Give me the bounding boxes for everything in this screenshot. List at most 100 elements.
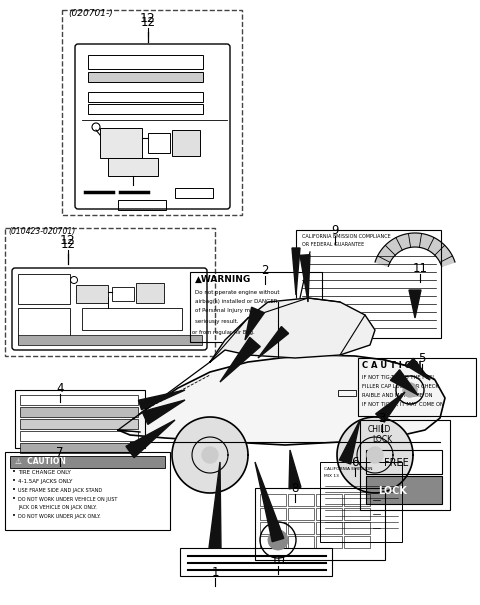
Polygon shape bbox=[142, 400, 185, 424]
Text: C A U T I O N: C A U T I O N bbox=[362, 361, 421, 370]
Bar bbox=[18, 308, 70, 344]
Text: ▲WARNING: ▲WARNING bbox=[195, 275, 251, 284]
Polygon shape bbox=[376, 392, 405, 422]
Bar bbox=[344, 522, 370, 534]
Bar bbox=[255, 488, 385, 560]
Bar bbox=[18, 335, 202, 345]
Bar bbox=[260, 494, 286, 506]
Polygon shape bbox=[375, 233, 455, 266]
Bar bbox=[148, 133, 170, 153]
Text: CALIFORNIA EMISSION: CALIFORNIA EMISSION bbox=[324, 467, 372, 471]
Text: 4-1.5AF JACKS ONLY: 4-1.5AF JACKS ONLY bbox=[18, 479, 72, 484]
Bar bbox=[20, 419, 138, 429]
Polygon shape bbox=[292, 248, 300, 295]
Bar bbox=[260, 536, 286, 548]
Text: •: • bbox=[12, 478, 16, 484]
Text: LOCK: LOCK bbox=[372, 435, 392, 444]
Bar bbox=[15, 390, 145, 448]
Bar bbox=[10, 456, 165, 468]
Bar bbox=[344, 494, 370, 506]
Polygon shape bbox=[209, 462, 221, 548]
Polygon shape bbox=[300, 255, 310, 302]
Polygon shape bbox=[245, 307, 264, 340]
Polygon shape bbox=[172, 417, 248, 493]
Text: MIX 13: MIX 13 bbox=[324, 474, 339, 478]
Polygon shape bbox=[337, 417, 413, 493]
Bar bbox=[88, 92, 203, 102]
Text: 4: 4 bbox=[56, 382, 64, 394]
Bar bbox=[100, 128, 142, 158]
Bar bbox=[18, 274, 70, 304]
Text: CHILD: CHILD bbox=[368, 425, 391, 434]
Polygon shape bbox=[210, 298, 375, 362]
Polygon shape bbox=[126, 420, 175, 458]
Bar bbox=[5, 452, 170, 530]
Bar bbox=[260, 522, 286, 534]
Bar bbox=[82, 308, 182, 330]
Text: •: • bbox=[12, 469, 16, 475]
Bar bbox=[118, 200, 166, 210]
Bar bbox=[366, 450, 442, 474]
Bar bbox=[88, 72, 203, 82]
Text: DO NOT WORK UNDER VEHICLE ON JUST: DO NOT WORK UNDER VEHICLE ON JUST bbox=[18, 497, 118, 502]
Text: or from regular Air Bag.: or from regular Air Bag. bbox=[192, 330, 254, 335]
Polygon shape bbox=[390, 370, 418, 395]
Text: LOCK: LOCK bbox=[378, 486, 407, 496]
Text: 1: 1 bbox=[211, 566, 219, 578]
Text: airbag(s) installed or DANGER: airbag(s) installed or DANGER bbox=[195, 299, 277, 304]
Bar bbox=[175, 188, 213, 198]
Polygon shape bbox=[118, 355, 445, 445]
Circle shape bbox=[403, 383, 417, 397]
Bar bbox=[190, 272, 322, 342]
Circle shape bbox=[367, 447, 383, 463]
Text: 2: 2 bbox=[261, 264, 269, 276]
Bar bbox=[20, 443, 138, 453]
Bar bbox=[112, 287, 134, 301]
Text: 11: 11 bbox=[412, 261, 428, 275]
Text: 10: 10 bbox=[271, 554, 286, 566]
Text: 7: 7 bbox=[56, 445, 64, 459]
Bar bbox=[316, 536, 342, 548]
Bar bbox=[20, 431, 138, 441]
Bar bbox=[172, 130, 200, 156]
Text: (020701-): (020701-) bbox=[68, 9, 113, 18]
Text: 12: 12 bbox=[60, 238, 75, 250]
Text: •: • bbox=[12, 496, 16, 502]
Bar bbox=[344, 508, 370, 520]
Bar bbox=[316, 508, 342, 520]
Text: IF NOT TIGHT, IT MAY COME ON: IF NOT TIGHT, IT MAY COME ON bbox=[362, 402, 444, 407]
Text: •: • bbox=[12, 487, 16, 493]
Polygon shape bbox=[409, 290, 421, 318]
Bar bbox=[88, 55, 203, 69]
Text: 8: 8 bbox=[291, 482, 299, 494]
Bar bbox=[344, 536, 370, 548]
Bar bbox=[288, 536, 314, 548]
Text: Do not operate engine without: Do not operate engine without bbox=[195, 290, 279, 295]
Bar bbox=[366, 476, 442, 504]
Polygon shape bbox=[138, 390, 185, 410]
Bar bbox=[20, 395, 138, 405]
Bar bbox=[316, 522, 342, 534]
Bar bbox=[108, 158, 158, 176]
Bar bbox=[180, 548, 332, 576]
Bar bbox=[296, 230, 441, 338]
Bar bbox=[76, 285, 108, 303]
Bar bbox=[62, 10, 242, 215]
Text: •: • bbox=[12, 513, 16, 519]
Bar bbox=[358, 358, 476, 416]
Bar bbox=[320, 462, 402, 542]
Text: 6: 6 bbox=[351, 456, 359, 468]
Text: 12: 12 bbox=[141, 16, 156, 28]
Text: 12: 12 bbox=[60, 234, 76, 247]
Circle shape bbox=[202, 447, 218, 463]
Bar bbox=[338, 390, 356, 396]
Bar bbox=[88, 104, 203, 114]
Bar bbox=[136, 283, 164, 303]
Bar bbox=[5, 228, 215, 356]
Circle shape bbox=[268, 530, 288, 550]
Text: IF NOT TIG-TENED THE FUEL: IF NOT TIG-TENED THE FUEL bbox=[362, 375, 435, 380]
Text: DO NOT WORK UNDER JACK ONLY.: DO NOT WORK UNDER JACK ONLY. bbox=[18, 514, 101, 519]
Text: FREE: FREE bbox=[384, 458, 409, 468]
Bar bbox=[360, 420, 450, 510]
Polygon shape bbox=[407, 358, 430, 380]
